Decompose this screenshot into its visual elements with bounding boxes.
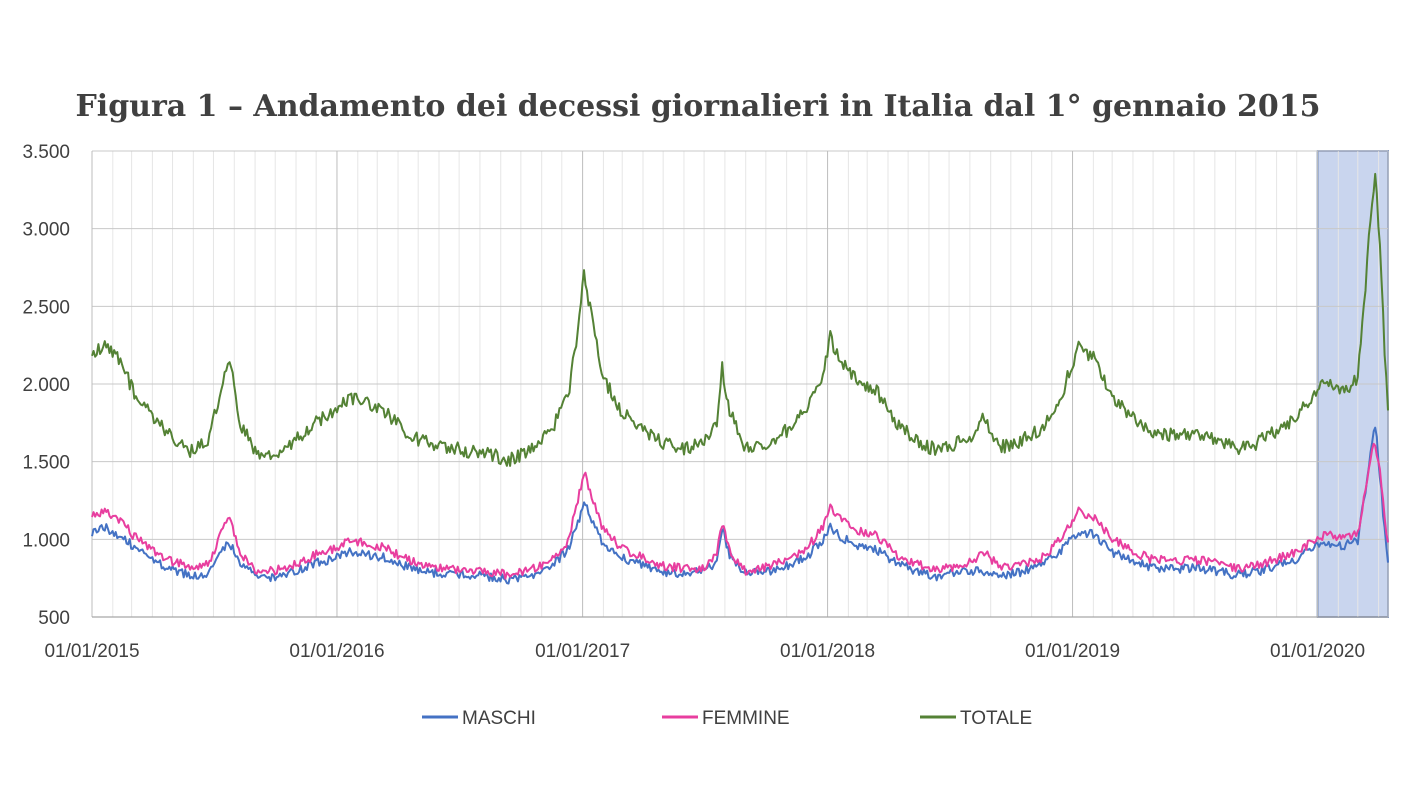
y-tick-label: 1.000 bbox=[22, 530, 70, 551]
chart-title: Figura 1 – Andamento dei decessi giornal… bbox=[76, 89, 1321, 124]
y-tick-label: 2.000 bbox=[22, 375, 70, 396]
x-tick-label: 01/01/2015 bbox=[44, 641, 139, 662]
series-line-femmine bbox=[91, 442, 1389, 580]
x-tick-label: 01/01/2018 bbox=[780, 641, 875, 662]
x-tick-label: 01/01/2016 bbox=[289, 641, 384, 662]
y-tick-label: 2.500 bbox=[22, 297, 70, 318]
series-line-totale bbox=[91, 172, 1389, 467]
axes: 500 1.000 1.500 2.000 2.500 3.000 3.500 01/01/2… bbox=[22, 142, 1388, 662]
y-tick-label: 3.000 bbox=[22, 220, 70, 241]
x-tick-label: 01/01/2019 bbox=[1025, 641, 1120, 662]
y-tick-label: 1.500 bbox=[22, 453, 70, 474]
legend-label-totale: TOTALE bbox=[960, 708, 1032, 729]
x-tick-label: 01/01/2017 bbox=[535, 641, 630, 662]
legend: MASCHI FEMMINE TOTALE bbox=[422, 708, 1032, 729]
series-line-maschi bbox=[91, 426, 1389, 585]
y-tick-label: 3.500 bbox=[22, 142, 70, 163]
y-tick-label: 500 bbox=[38, 608, 70, 629]
plot-area bbox=[91, 150, 1389, 618]
legend-label-maschi: MASCHI bbox=[462, 708, 536, 729]
legend-label-femmine: FEMMINE bbox=[702, 708, 790, 729]
x-tick-label: 01/01/2020 bbox=[1270, 641, 1365, 662]
